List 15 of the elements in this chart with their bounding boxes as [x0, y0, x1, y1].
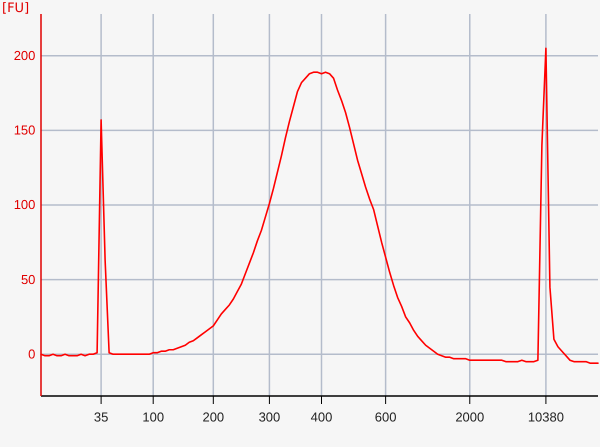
x-tick-label: 600: [374, 409, 396, 424]
x-tick-label: 2000: [455, 409, 484, 424]
y-tick-label: 0: [28, 346, 36, 362]
x-tick-label: 100: [142, 409, 164, 424]
x-tick-label: 400: [310, 409, 332, 424]
x-tick-label: 10380: [528, 409, 564, 424]
y-tick-label: 200: [14, 48, 36, 63]
y-axis-title: [FU]: [2, 1, 30, 16]
y-tick-label: 150: [14, 122, 36, 138]
x-tick-label: 300: [258, 409, 280, 424]
y-tick-label: 100: [14, 197, 36, 212]
y-tick-label: 50: [20, 272, 36, 287]
x-tick-label: 35: [94, 409, 108, 424]
x-tick-label: 200: [202, 409, 224, 424]
line-series: [40, 48, 599, 364]
